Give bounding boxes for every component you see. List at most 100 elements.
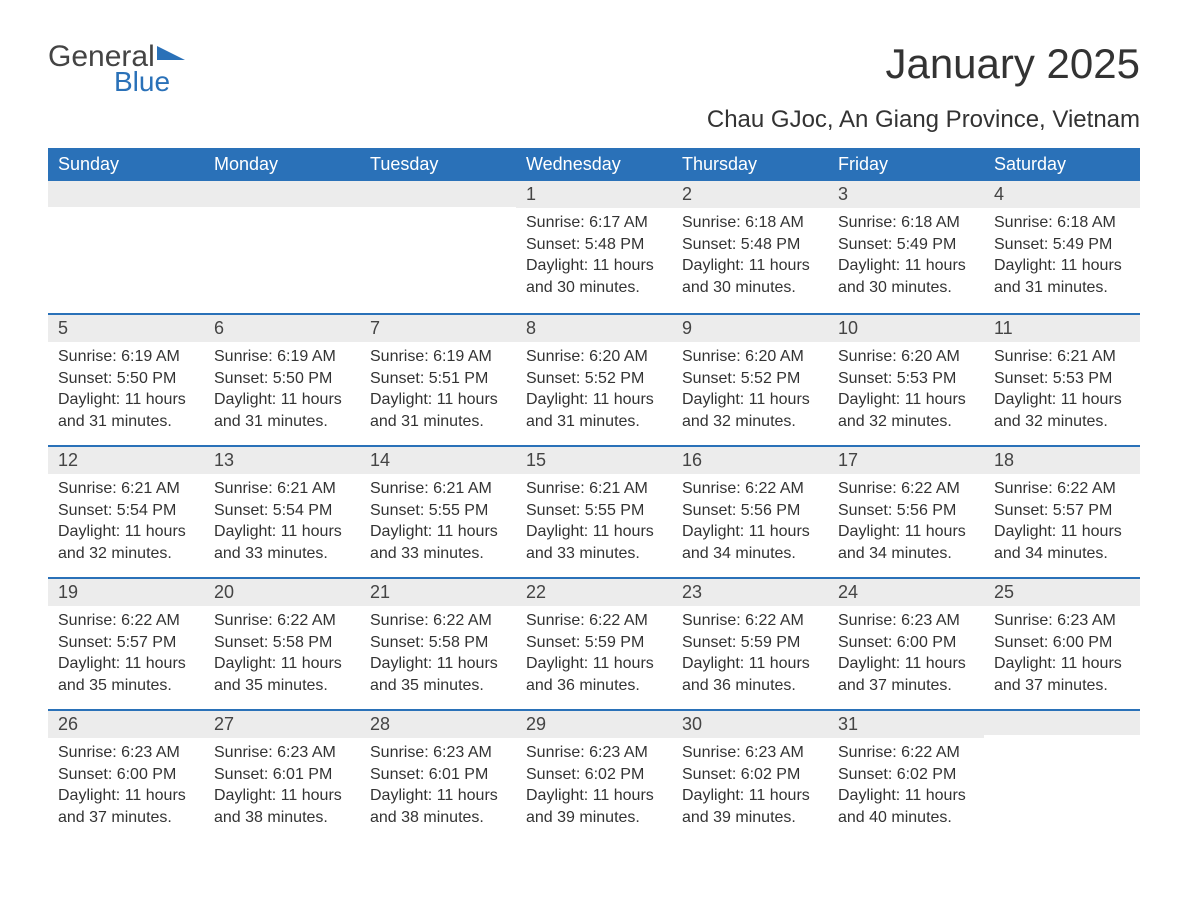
day-number: 14 xyxy=(360,445,516,474)
day-number: 31 xyxy=(828,709,984,738)
daylight-text: Daylight: 11 hours and 36 minutes. xyxy=(682,653,818,696)
sunrise-text: Sunrise: 6:22 AM xyxy=(682,610,818,632)
sunrise-text: Sunrise: 6:20 AM xyxy=(682,346,818,368)
sunrise-text: Sunrise: 6:20 AM xyxy=(526,346,662,368)
calendar-day: 5Sunrise: 6:19 AMSunset: 5:50 PMDaylight… xyxy=(48,313,204,445)
day-number: 2 xyxy=(672,181,828,208)
day-body: Sunrise: 6:22 AMSunset: 5:59 PMDaylight:… xyxy=(516,606,672,706)
day-body: Sunrise: 6:22 AMSunset: 5:56 PMDaylight:… xyxy=(672,474,828,574)
sunrise-text: Sunrise: 6:19 AM xyxy=(58,346,194,368)
calendar-week: 5Sunrise: 6:19 AMSunset: 5:50 PMDaylight… xyxy=(48,313,1140,445)
calendar-day: 18Sunrise: 6:22 AMSunset: 5:57 PMDayligh… xyxy=(984,445,1140,577)
sunrise-text: Sunrise: 6:20 AM xyxy=(838,346,974,368)
sunset-text: Sunset: 6:00 PM xyxy=(838,632,974,654)
day-number: 13 xyxy=(204,445,360,474)
calendar-day: 7Sunrise: 6:19 AMSunset: 5:51 PMDaylight… xyxy=(360,313,516,445)
sunrise-text: Sunrise: 6:21 AM xyxy=(370,478,506,500)
title-block: January 2025 Chau GJoc, An Giang Provinc… xyxy=(707,40,1140,134)
day-body: Sunrise: 6:22 AMSunset: 5:57 PMDaylight:… xyxy=(48,606,204,706)
day-header: Tuesday xyxy=(360,148,516,181)
day-body: Sunrise: 6:21 AMSunset: 5:54 PMDaylight:… xyxy=(48,474,204,574)
day-body: Sunrise: 6:23 AMSunset: 6:00 PMDaylight:… xyxy=(984,606,1140,706)
logo-sail-icon xyxy=(157,46,185,60)
day-body: Sunrise: 6:19 AMSunset: 5:50 PMDaylight:… xyxy=(204,342,360,442)
sunrise-text: Sunrise: 6:23 AM xyxy=(682,742,818,764)
calendar-day: 6Sunrise: 6:19 AMSunset: 5:50 PMDaylight… xyxy=(204,313,360,445)
month-title: January 2025 xyxy=(707,40,1140,88)
sunset-text: Sunset: 5:48 PM xyxy=(682,234,818,256)
daylight-text: Daylight: 11 hours and 37 minutes. xyxy=(994,653,1130,696)
day-number: 4 xyxy=(984,181,1140,208)
daylight-text: Daylight: 11 hours and 31 minutes. xyxy=(58,389,194,432)
daylight-text: Daylight: 11 hours and 34 minutes. xyxy=(994,521,1130,564)
day-body: Sunrise: 6:20 AMSunset: 5:52 PMDaylight:… xyxy=(672,342,828,442)
sunrise-text: Sunrise: 6:23 AM xyxy=(214,742,350,764)
day-number: 8 xyxy=(516,313,672,342)
calendar-day: 26Sunrise: 6:23 AMSunset: 6:00 PMDayligh… xyxy=(48,709,204,841)
sunset-text: Sunset: 5:50 PM xyxy=(58,368,194,390)
daylight-text: Daylight: 11 hours and 35 minutes. xyxy=(58,653,194,696)
calendar-day-empty xyxy=(48,181,204,313)
sunrise-text: Sunrise: 6:17 AM xyxy=(526,212,662,234)
calendar-week: 12Sunrise: 6:21 AMSunset: 5:54 PMDayligh… xyxy=(48,445,1140,577)
daylight-text: Daylight: 11 hours and 30 minutes. xyxy=(682,255,818,298)
calendar-day: 30Sunrise: 6:23 AMSunset: 6:02 PMDayligh… xyxy=(672,709,828,841)
day-number: 23 xyxy=(672,577,828,606)
calendar-day: 13Sunrise: 6:21 AMSunset: 5:54 PMDayligh… xyxy=(204,445,360,577)
logo: General Blue xyxy=(48,40,185,98)
sunrise-text: Sunrise: 6:22 AM xyxy=(214,610,350,632)
sunset-text: Sunset: 5:55 PM xyxy=(370,500,506,522)
sunset-text: Sunset: 5:54 PM xyxy=(58,500,194,522)
day-body: Sunrise: 6:22 AMSunset: 5:57 PMDaylight:… xyxy=(984,474,1140,574)
sunset-text: Sunset: 6:02 PM xyxy=(838,764,974,786)
calendar-day: 2Sunrise: 6:18 AMSunset: 5:48 PMDaylight… xyxy=(672,181,828,313)
calendar-day: 28Sunrise: 6:23 AMSunset: 6:01 PMDayligh… xyxy=(360,709,516,841)
sunrise-text: Sunrise: 6:22 AM xyxy=(994,478,1130,500)
day-number: 3 xyxy=(828,181,984,208)
day-number: 10 xyxy=(828,313,984,342)
sunset-text: Sunset: 5:49 PM xyxy=(994,234,1130,256)
day-number: 24 xyxy=(828,577,984,606)
day-body: Sunrise: 6:23 AMSunset: 6:00 PMDaylight:… xyxy=(48,738,204,838)
calendar-day: 4Sunrise: 6:18 AMSunset: 5:49 PMDaylight… xyxy=(984,181,1140,313)
day-number: 30 xyxy=(672,709,828,738)
daylight-text: Daylight: 11 hours and 31 minutes. xyxy=(370,389,506,432)
sunset-text: Sunset: 5:57 PM xyxy=(994,500,1130,522)
daylight-text: Daylight: 11 hours and 38 minutes. xyxy=(214,785,350,828)
day-number: 12 xyxy=(48,445,204,474)
sunset-text: Sunset: 6:00 PM xyxy=(58,764,194,786)
day-number: 17 xyxy=(828,445,984,474)
sunset-text: Sunset: 6:00 PM xyxy=(994,632,1130,654)
day-body: Sunrise: 6:18 AMSunset: 5:49 PMDaylight:… xyxy=(984,208,1140,308)
day-body: Sunrise: 6:23 AMSunset: 6:00 PMDaylight:… xyxy=(828,606,984,706)
day-body: Sunrise: 6:21 AMSunset: 5:55 PMDaylight:… xyxy=(360,474,516,574)
sunrise-text: Sunrise: 6:19 AM xyxy=(370,346,506,368)
day-header: Wednesday xyxy=(516,148,672,181)
calendar-day: 22Sunrise: 6:22 AMSunset: 5:59 PMDayligh… xyxy=(516,577,672,709)
sunset-text: Sunset: 5:55 PM xyxy=(526,500,662,522)
sunrise-text: Sunrise: 6:22 AM xyxy=(370,610,506,632)
day-header: Thursday xyxy=(672,148,828,181)
sunset-text: Sunset: 5:58 PM xyxy=(370,632,506,654)
day-number: 21 xyxy=(360,577,516,606)
sunset-text: Sunset: 5:56 PM xyxy=(838,500,974,522)
day-number: 7 xyxy=(360,313,516,342)
day-body: Sunrise: 6:18 AMSunset: 5:49 PMDaylight:… xyxy=(828,208,984,308)
sunrise-text: Sunrise: 6:18 AM xyxy=(838,212,974,234)
calendar-day: 15Sunrise: 6:21 AMSunset: 5:55 PMDayligh… xyxy=(516,445,672,577)
sunrise-text: Sunrise: 6:23 AM xyxy=(370,742,506,764)
calendar-day: 9Sunrise: 6:20 AMSunset: 5:52 PMDaylight… xyxy=(672,313,828,445)
calendar-day-empty xyxy=(360,181,516,313)
calendar-day: 25Sunrise: 6:23 AMSunset: 6:00 PMDayligh… xyxy=(984,577,1140,709)
day-number: 26 xyxy=(48,709,204,738)
day-header: Monday xyxy=(204,148,360,181)
daylight-text: Daylight: 11 hours and 31 minutes. xyxy=(526,389,662,432)
calendar-day: 1Sunrise: 6:17 AMSunset: 5:48 PMDaylight… xyxy=(516,181,672,313)
day-number: 29 xyxy=(516,709,672,738)
calendar-day: 24Sunrise: 6:23 AMSunset: 6:00 PMDayligh… xyxy=(828,577,984,709)
calendar-table: SundayMondayTuesdayWednesdayThursdayFrid… xyxy=(48,148,1140,841)
day-number: 16 xyxy=(672,445,828,474)
day-body: Sunrise: 6:20 AMSunset: 5:52 PMDaylight:… xyxy=(516,342,672,442)
sunset-text: Sunset: 5:52 PM xyxy=(682,368,818,390)
daylight-text: Daylight: 11 hours and 37 minutes. xyxy=(838,653,974,696)
